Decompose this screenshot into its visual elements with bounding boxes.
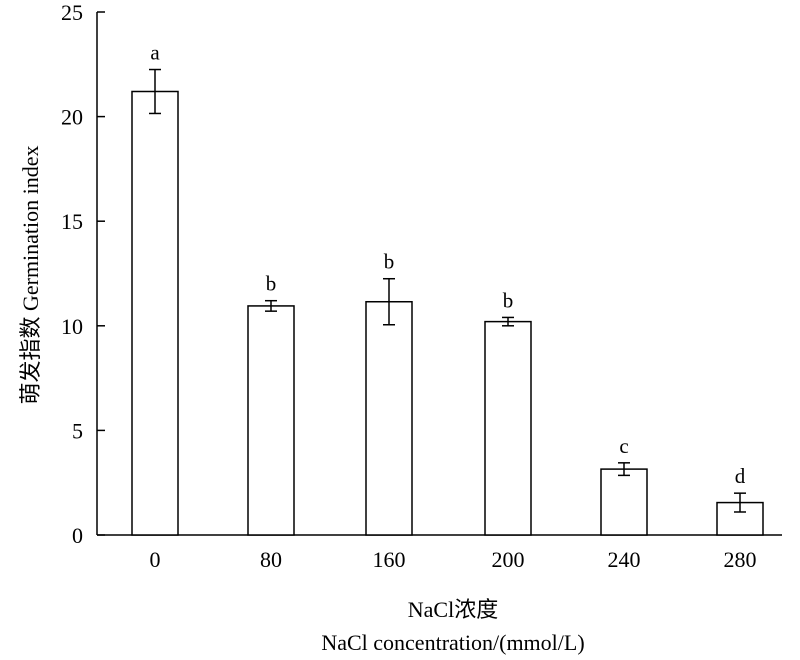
significance-label: b: [266, 272, 277, 296]
x-tick-labels: 0 80 160 200 240 280: [150, 547, 757, 572]
y-tick-label: 5: [72, 418, 83, 443]
y-axis-label: 萌发指数 Germination index: [18, 145, 43, 404]
bar: [365, 300, 413, 536]
bar: [247, 305, 295, 536]
significance-label: c: [619, 434, 628, 458]
significance-label: b: [384, 250, 395, 274]
x-tick-label: 160: [373, 547, 406, 572]
y-tick-label: 20: [61, 105, 83, 130]
y-tick-label: 0: [72, 523, 83, 548]
y-tick-label: 10: [61, 314, 83, 339]
x-tick-label: 0: [150, 547, 161, 572]
x-axis-label-line2: NaCl concentration/(mmol/L): [321, 630, 584, 655]
x-tick-label: 280: [724, 547, 757, 572]
bars: a b b b c d: [131, 41, 764, 536]
x-tick-label: 240: [608, 547, 641, 572]
y-tick-label: 15: [61, 209, 83, 234]
axes: [96, 12, 782, 536]
x-axis-label-line1: NaCl浓度: [408, 597, 498, 622]
bar: [131, 90, 179, 536]
significance-label: d: [735, 464, 746, 488]
bar: [484, 320, 532, 536]
significance-label: b: [503, 288, 514, 312]
significance-label: a: [150, 41, 160, 65]
x-tick-label: 200: [492, 547, 525, 572]
x-tick-label: 80: [260, 547, 282, 572]
bar: [600, 468, 648, 536]
y-tick-label: 25: [61, 0, 83, 25]
y-ticks: 0 5 10 15 20 25: [61, 0, 105, 548]
